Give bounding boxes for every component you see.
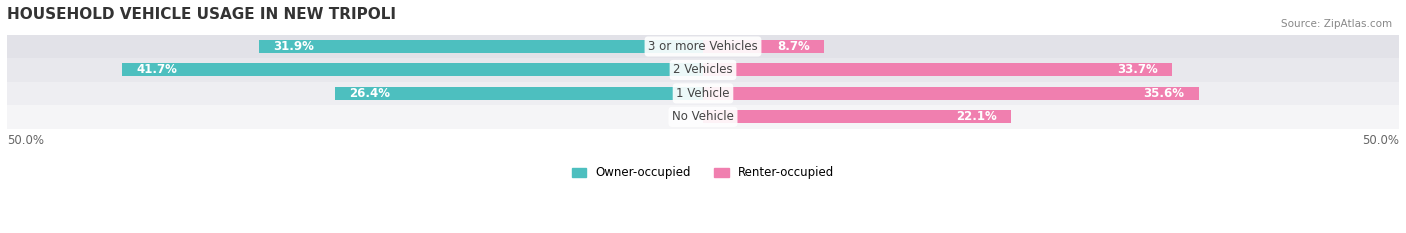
Text: 41.7%: 41.7% xyxy=(136,63,177,76)
Text: 31.9%: 31.9% xyxy=(273,40,314,53)
Text: 22.1%: 22.1% xyxy=(956,110,997,123)
Text: 2 Vehicles: 2 Vehicles xyxy=(673,63,733,76)
Bar xyxy=(703,110,1011,123)
Bar xyxy=(7,82,1399,105)
Text: 8.7%: 8.7% xyxy=(778,40,810,53)
Bar xyxy=(122,63,703,76)
Bar xyxy=(7,58,1399,82)
Bar xyxy=(703,87,1198,100)
Bar xyxy=(703,40,824,53)
Text: 3 or more Vehicles: 3 or more Vehicles xyxy=(648,40,758,53)
Text: Source: ZipAtlas.com: Source: ZipAtlas.com xyxy=(1281,19,1392,29)
Text: No Vehicle: No Vehicle xyxy=(672,110,734,123)
Text: 26.4%: 26.4% xyxy=(350,87,391,100)
Legend: Owner-occupied, Renter-occupied: Owner-occupied, Renter-occupied xyxy=(567,162,839,184)
Text: 50.0%: 50.0% xyxy=(7,134,44,147)
Bar xyxy=(259,40,703,53)
Text: HOUSEHOLD VEHICLE USAGE IN NEW TRIPOLI: HOUSEHOLD VEHICLE USAGE IN NEW TRIPOLI xyxy=(7,7,396,22)
Text: 50.0%: 50.0% xyxy=(1362,134,1399,147)
Bar xyxy=(336,87,703,100)
Text: 1 Vehicle: 1 Vehicle xyxy=(676,87,730,100)
Bar xyxy=(7,35,1399,58)
Bar xyxy=(7,105,1399,129)
Text: 33.7%: 33.7% xyxy=(1118,63,1159,76)
Bar xyxy=(703,63,1173,76)
Text: 35.6%: 35.6% xyxy=(1143,87,1185,100)
